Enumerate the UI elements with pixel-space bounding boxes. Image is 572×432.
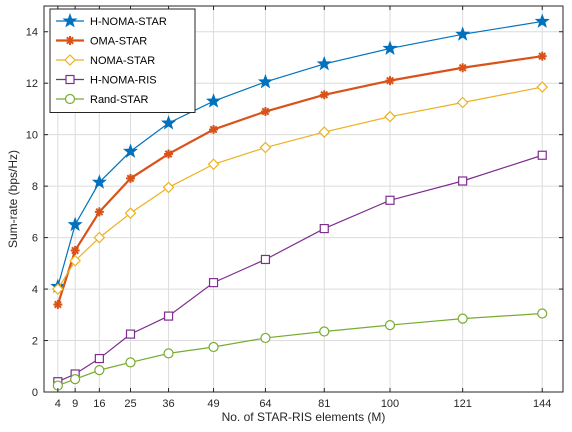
data-point [91,174,107,189]
data-point [94,365,105,376]
data-point [384,319,396,331]
data-point [125,329,136,339]
data-point [208,341,219,353]
data-point [70,245,80,255]
data-point [319,223,329,234]
series-h-noma-ris [53,150,547,387]
data-point [67,216,83,232]
data-point [537,150,547,160]
data-point [70,374,81,385]
data-point [94,207,104,217]
legend-marker [64,93,76,105]
data-point [124,207,137,220]
legend-marker [64,54,76,66]
data-point [209,125,219,135]
legend-entry: H-NOMA-STAR [56,13,167,28]
x-tick-label: 16 [93,398,105,410]
data-point [456,96,469,109]
data-point [534,13,550,28]
legend-label: H-NOMA-RIS [90,75,157,87]
data-point [164,149,174,159]
y-tick-label: 4 [32,284,38,296]
x-tick-label: 121 [453,398,471,410]
x-tick-label: 81 [318,398,330,410]
legend-marker [62,13,78,28]
y-tick-label: 0 [32,387,38,399]
y-tick-label: 12 [26,78,38,90]
x-tick-label: 100 [381,398,399,410]
data-point [318,126,331,138]
data-point [319,90,329,100]
legend-entry: OMA-STAR [56,36,147,48]
data-point [259,141,272,154]
data-point [161,115,177,130]
data-point [53,300,63,310]
legend-label: Rand-STAR [90,94,149,106]
data-point [126,173,135,183]
x-tick-label: 144 [533,398,551,410]
data-point [537,308,548,319]
x-tick-label: 36 [162,398,174,410]
data-point [455,26,471,41]
data-point [125,357,136,368]
y-tick-label: 2 [32,336,38,348]
x-tick-label: 25 [124,398,136,410]
data-point [93,231,106,244]
data-point [51,283,64,295]
data-point [69,254,81,267]
x-tick-label: 64 [259,398,271,410]
legend-label: NOMA-STAR [90,55,155,67]
data-point [163,348,174,359]
data-point [384,110,396,123]
data-point [260,107,270,117]
legend-entry: H-NOMA-RIS [56,75,157,87]
data-point [207,158,220,171]
data-point [94,353,104,364]
x-axis-label: No. of STAR-RIS elements (M) [222,410,386,424]
legend: H-NOMA-STAR OMA-STAR NOMA-STAR H-NOMA-RIS Ra… [49,8,196,113]
data-point [458,63,468,73]
data-point [205,93,222,108]
legend-marker [65,36,75,45]
data-point [162,181,175,194]
y-tick-label: 10 [26,130,38,142]
legend-label: OMA-STAR [90,36,147,48]
data-point [385,76,395,86]
x-tick-label: 49 [207,398,219,410]
data-point [260,254,271,265]
data-point [319,326,330,337]
series-layer [50,13,550,391]
series-oma-star [53,51,547,310]
legend-marker [65,74,75,85]
x-tick-label: 9 [72,398,78,410]
y-tick-label: 6 [32,233,38,245]
legend-label: H-NOMA-STAR [90,16,167,28]
x-tick-label: 4 [55,398,61,410]
y-axis-label: Sum-rate (bps/Hz) [6,150,20,248]
data-point [537,51,547,61]
data-point [122,143,139,158]
data-point [257,73,273,89]
legend-entry: NOMA-STAR [56,54,155,67]
plot-frame [43,5,564,393]
data-point [385,195,395,205]
legend-entry: Rand-STAR [56,93,149,106]
data-point [316,55,332,71]
y-tick-label: 14 [26,27,38,39]
data-point [458,176,468,186]
data-point [260,332,271,344]
y-tick-label: 8 [32,181,38,193]
data-point [208,278,219,288]
data-point [457,313,468,324]
data-point [382,40,398,55]
series-rand-star [52,308,548,391]
data-point [163,311,174,321]
series-noma-star [51,81,549,295]
data-point [536,81,549,93]
